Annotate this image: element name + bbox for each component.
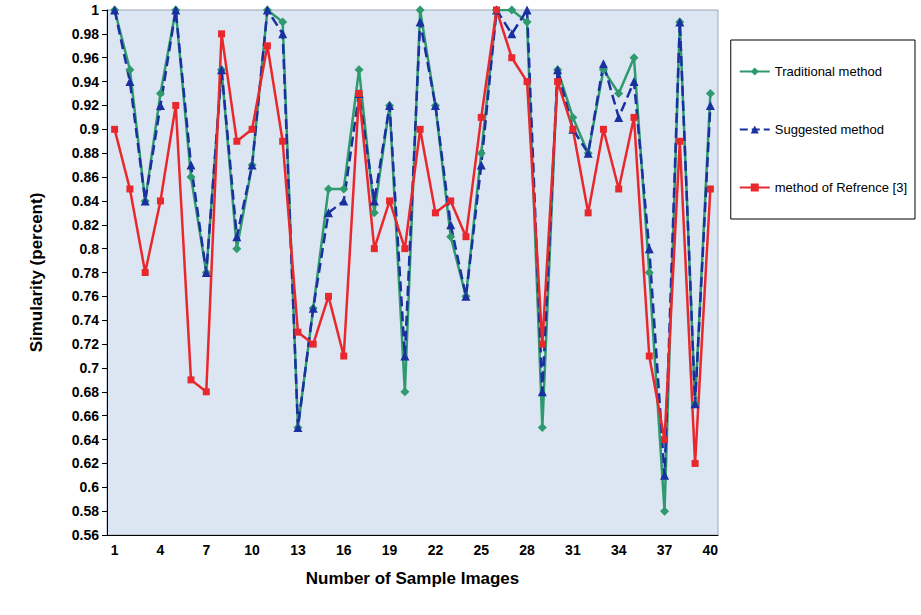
svg-text:22: 22	[428, 542, 444, 558]
svg-text:16: 16	[336, 542, 352, 558]
svg-text:25: 25	[473, 542, 489, 558]
svg-text:0.62: 0.62	[72, 455, 99, 471]
svg-text:Simularity (percent): Simularity (percent)	[27, 193, 46, 353]
svg-text:0.82: 0.82	[72, 217, 99, 233]
svg-text:0.94: 0.94	[72, 74, 99, 90]
svg-text:28: 28	[519, 542, 535, 558]
svg-text:7: 7	[202, 542, 210, 558]
svg-text:40: 40	[703, 542, 719, 558]
svg-text:0.76: 0.76	[72, 288, 99, 304]
svg-text:0.86: 0.86	[72, 169, 99, 185]
svg-text:0.6: 0.6	[80, 479, 100, 495]
svg-text:31: 31	[565, 542, 581, 558]
svg-text:0.7: 0.7	[80, 360, 100, 376]
svg-text:0.66: 0.66	[72, 408, 99, 424]
svg-text:0.64: 0.64	[72, 432, 99, 448]
svg-text:19: 19	[382, 542, 398, 558]
svg-text:Suggested method: Suggested method	[775, 122, 884, 137]
svg-text:0.88: 0.88	[72, 145, 99, 161]
svg-text:0.8: 0.8	[80, 241, 100, 257]
svg-text:13: 13	[290, 542, 306, 558]
svg-text:1: 1	[111, 542, 119, 558]
svg-text:0.9: 0.9	[80, 121, 100, 137]
svg-text:0.68: 0.68	[72, 384, 99, 400]
svg-text:0.74: 0.74	[72, 312, 99, 328]
svg-text:10: 10	[244, 542, 260, 558]
svg-text:0.72: 0.72	[72, 336, 99, 352]
svg-text:0.92: 0.92	[72, 97, 99, 113]
svg-text:0.96: 0.96	[72, 50, 99, 66]
svg-text:method of Refrence [3]: method of Refrence [3]	[775, 180, 907, 195]
svg-text:0.98: 0.98	[72, 26, 99, 42]
svg-text:Traditional method: Traditional method	[775, 64, 882, 79]
svg-text:1: 1	[91, 2, 99, 18]
svg-text:0.58: 0.58	[72, 503, 99, 519]
svg-text:34: 34	[611, 542, 627, 558]
svg-text:0.84: 0.84	[72, 193, 99, 209]
svg-text:0.78: 0.78	[72, 265, 99, 281]
svg-text:37: 37	[657, 542, 673, 558]
svg-text:0.56: 0.56	[72, 527, 99, 543]
svg-text:Number of Sample Images: Number of Sample Images	[306, 569, 520, 588]
svg-text:4: 4	[157, 542, 165, 558]
